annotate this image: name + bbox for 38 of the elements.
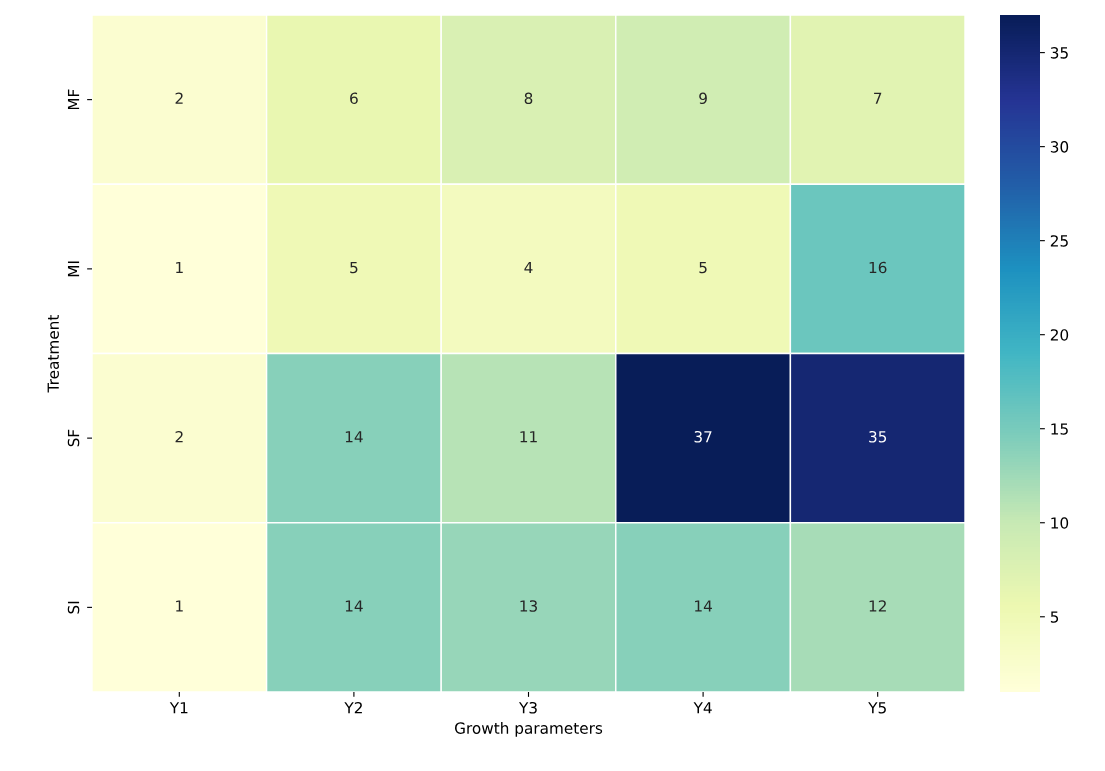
- data-label: 11: [520, 431, 537, 443]
- y-tick-label: MF: [67, 89, 80, 110]
- x-tick-label: Y1: [169, 702, 188, 714]
- y-axis-title: Treatment: [47, 315, 59, 393]
- data-label: 12: [869, 600, 886, 612]
- data-label: 4: [524, 261, 533, 274]
- color-bar-label: 35: [1050, 47, 1068, 59]
- data-label: 16: [869, 261, 887, 274]
- color-bar-label: 15: [1051, 423, 1068, 435]
- data-label: 9: [699, 92, 707, 105]
- data-label: 8: [524, 92, 533, 105]
- x-tick-label: Y4: [693, 702, 712, 714]
- y-tick-label: SF: [67, 429, 80, 447]
- data-label: 35: [869, 431, 887, 443]
- data-label: 1: [176, 261, 183, 274]
- x-tick-label: Y2: [344, 701, 362, 714]
- data-label: 2: [175, 431, 183, 443]
- x-tick-label: Y5: [868, 702, 886, 714]
- color-bar-label: 25: [1050, 235, 1068, 247]
- y-tick-label: MI: [67, 261, 80, 277]
- data-label: 5: [699, 261, 707, 274]
- color-bar-label: 20: [1050, 329, 1069, 341]
- data-label: 7: [874, 92, 882, 104]
- data-label: 14: [695, 600, 712, 612]
- data-label: 6: [350, 92, 358, 105]
- data-label: 37: [694, 431, 712, 443]
- data-label: 5: [350, 261, 358, 274]
- data-label: 14: [345, 431, 363, 443]
- data-label: 2: [175, 92, 183, 104]
- x-axis-title: Growth parameters: [454, 722, 603, 737]
- data-label: 1: [176, 600, 183, 612]
- data-label: 14: [345, 600, 363, 612]
- y-tick-label: SI: [67, 601, 80, 614]
- color-bar-label: 5: [1050, 611, 1059, 623]
- data-label: 13: [520, 600, 537, 612]
- x-tick-label: Y3: [518, 701, 537, 714]
- color-bar-label: 30: [1050, 141, 1069, 153]
- color-bar-label: 10: [1051, 517, 1069, 529]
